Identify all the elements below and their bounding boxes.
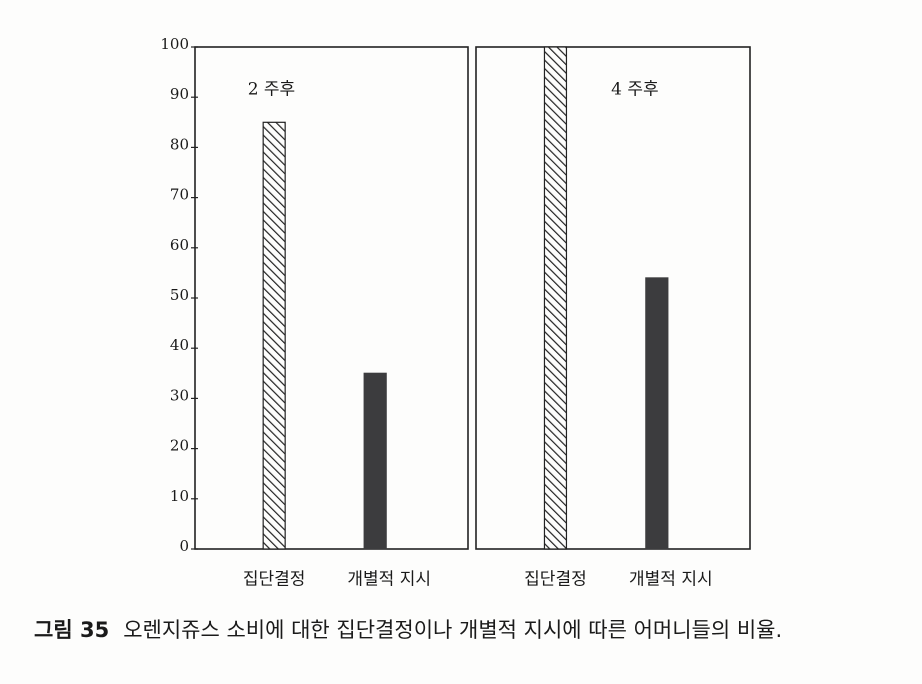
y-tick-label: 20 bbox=[170, 437, 189, 455]
bar bbox=[543, 46, 568, 550]
y-tick-label: 50 bbox=[170, 286, 189, 304]
y-tick-label: 10 bbox=[170, 487, 189, 505]
y-tick-label: 90 bbox=[170, 85, 189, 103]
bar bbox=[262, 121, 286, 550]
y-tick-label: 40 bbox=[170, 336, 189, 354]
y-tick-label: 30 bbox=[170, 386, 189, 404]
y-tick-label: 60 bbox=[170, 236, 189, 254]
x-tick-label: 개별적 지시 bbox=[629, 570, 713, 590]
x-tick-label: 집단결정 bbox=[524, 570, 587, 590]
y-tick-label: 100 bbox=[160, 35, 189, 53]
y-tick-label: 80 bbox=[170, 135, 189, 153]
panel-frame bbox=[194, 46, 469, 550]
caption: 그림 35 오렌지쥬스 소비에 대한 집단결정이나 개별적 지시에 따른 어머니들… bbox=[34, 614, 922, 646]
bar bbox=[363, 372, 387, 550]
caption-text: 오렌지쥬스 소비에 대한 집단결정이나 개별적 지시에 따른 어머니들의 비율. bbox=[123, 618, 783, 642]
x-tick-label: 집단결정 bbox=[243, 570, 306, 590]
bar bbox=[645, 277, 669, 550]
caption-label: 그림 35 bbox=[34, 618, 110, 642]
panel-title: 4 주후 bbox=[611, 80, 659, 100]
panel-title: 2 주후 bbox=[248, 80, 296, 100]
y-tick-label: 0 bbox=[179, 537, 189, 555]
x-tick-label: 개별적 지시 bbox=[347, 570, 431, 590]
y-tick-label: 70 bbox=[170, 186, 189, 204]
panel-frame bbox=[475, 46, 751, 550]
